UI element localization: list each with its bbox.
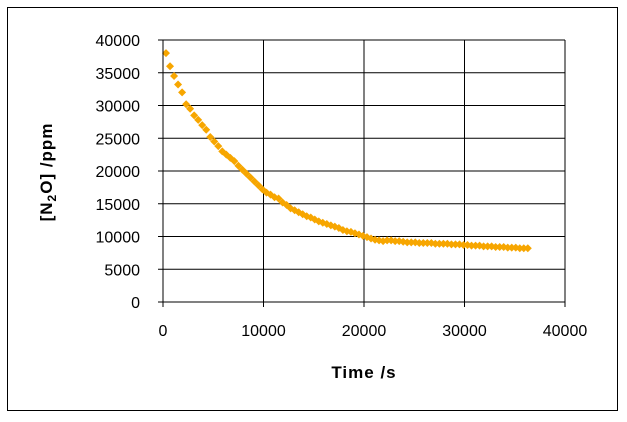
data-point [407, 238, 416, 247]
data-point [447, 240, 456, 249]
gridlines [163, 39, 566, 302]
y-tick-label: 0 [131, 295, 140, 312]
x-axis-title: Time /s [331, 363, 396, 382]
x-tick-label: 30000 [442, 323, 487, 340]
data-point [419, 239, 428, 248]
data-point [439, 239, 448, 248]
y-tick-label: 40000 [96, 33, 141, 50]
data-point [459, 241, 468, 250]
x-tick-label: 0 [159, 323, 168, 340]
data-point [471, 241, 480, 250]
y-tick-label: 15000 [96, 197, 141, 214]
data-point [214, 142, 223, 151]
y-tick-label: 10000 [96, 230, 141, 247]
y-axis-title-subscript: 2 [45, 194, 59, 202]
y-tick-label: 30000 [96, 99, 141, 116]
data-point [483, 242, 492, 251]
data-point [435, 239, 444, 248]
data-point [491, 242, 500, 251]
x-tick-label: 40000 [543, 323, 588, 340]
data-point [178, 88, 187, 97]
y-axis-title: [N2O] /ppm [37, 123, 59, 222]
data-point [174, 80, 183, 89]
data-point [206, 132, 215, 141]
data-point [190, 111, 199, 120]
data-point [423, 239, 432, 248]
data-point [166, 62, 175, 71]
data-point [210, 137, 219, 146]
data-point [403, 238, 412, 247]
data-point [170, 72, 179, 81]
data-point [431, 239, 440, 248]
data-point [503, 243, 512, 252]
data-point [515, 244, 524, 253]
y-tick-label: 35000 [96, 66, 141, 83]
x-tick-label: 20000 [342, 323, 387, 340]
data-point [198, 121, 207, 130]
data-point [415, 239, 424, 248]
x-tick-labels: 0 10000 20000 30000 40000 [159, 323, 588, 340]
data-point [507, 243, 516, 252]
data-point [194, 115, 203, 124]
data-point [230, 157, 239, 166]
y-tick-label: 25000 [96, 131, 141, 148]
y-axis-title-part2: O] /ppm [37, 123, 56, 194]
data-points [162, 49, 532, 253]
data-point [182, 100, 191, 109]
y-tick-labels: 0 5000 10000 15000 20000 25000 30000 35000 40000 [96, 33, 141, 312]
x-tick-label: 10000 [241, 323, 286, 340]
y-tick-label: 5000 [104, 262, 140, 279]
data-point [467, 241, 476, 250]
data-point [383, 236, 392, 245]
data-point [479, 242, 488, 251]
data-point [391, 237, 400, 246]
data-point [186, 104, 195, 113]
data-point [519, 244, 528, 253]
y-axis-title-part1: [N [37, 201, 56, 221]
chart-frame [7, 7, 618, 411]
data-point [162, 49, 171, 58]
data-point [523, 244, 532, 253]
data-point [202, 125, 211, 134]
y-tick-label: 20000 [96, 164, 141, 181]
axes [158, 39, 566, 307]
data-point [451, 240, 460, 249]
data-point [495, 242, 504, 251]
